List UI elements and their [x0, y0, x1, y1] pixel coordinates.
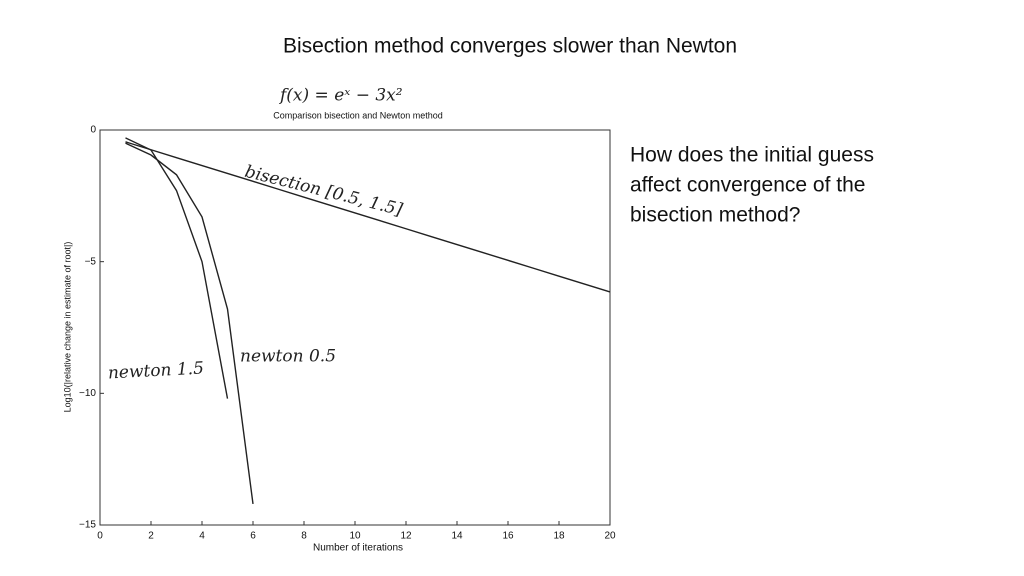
- x-tick-label: 20: [604, 531, 616, 542]
- annotation: newton 0.5: [240, 347, 336, 367]
- y-tick-label: −5: [85, 256, 97, 267]
- x-tick-label: 12: [400, 531, 412, 542]
- x-tick-label: 8: [301, 531, 307, 542]
- slide-title: Bisection method converges slower than N…: [283, 35, 737, 58]
- y-axis-label: Log10(|relative change in estimate of ro…: [62, 242, 72, 413]
- question-line: affect convergence of the: [630, 174, 865, 197]
- chart-title: Comparison bisection and Newton method: [273, 110, 443, 120]
- series-line: [125, 142, 254, 505]
- series-line: [125, 141, 611, 293]
- annotation: bisection [0.5, 1.5]: [243, 162, 405, 221]
- annotation: newton 1.5: [107, 358, 204, 383]
- x-tick-label: 18: [553, 531, 565, 542]
- x-axis-label: Number of iterations: [313, 543, 403, 554]
- x-tick-label: 6: [250, 531, 256, 542]
- question-line: bisection method?: [630, 204, 800, 227]
- x-tick-label: 2: [148, 531, 154, 542]
- x-tick-label: 0: [97, 531, 103, 542]
- x-tick-label: 14: [451, 531, 463, 542]
- y-tick-label: 0: [90, 125, 96, 136]
- y-tick-label: −15: [79, 520, 96, 531]
- x-tick-label: 10: [349, 531, 361, 542]
- x-tick-label: 4: [199, 531, 205, 542]
- annotation: f(x) = eˣ − 3x²: [278, 86, 403, 106]
- series-line: [125, 137, 229, 399]
- question-line: How does the initial guess: [630, 144, 874, 167]
- x-tick-label: 16: [502, 531, 514, 542]
- y-tick-label: −10: [79, 388, 96, 399]
